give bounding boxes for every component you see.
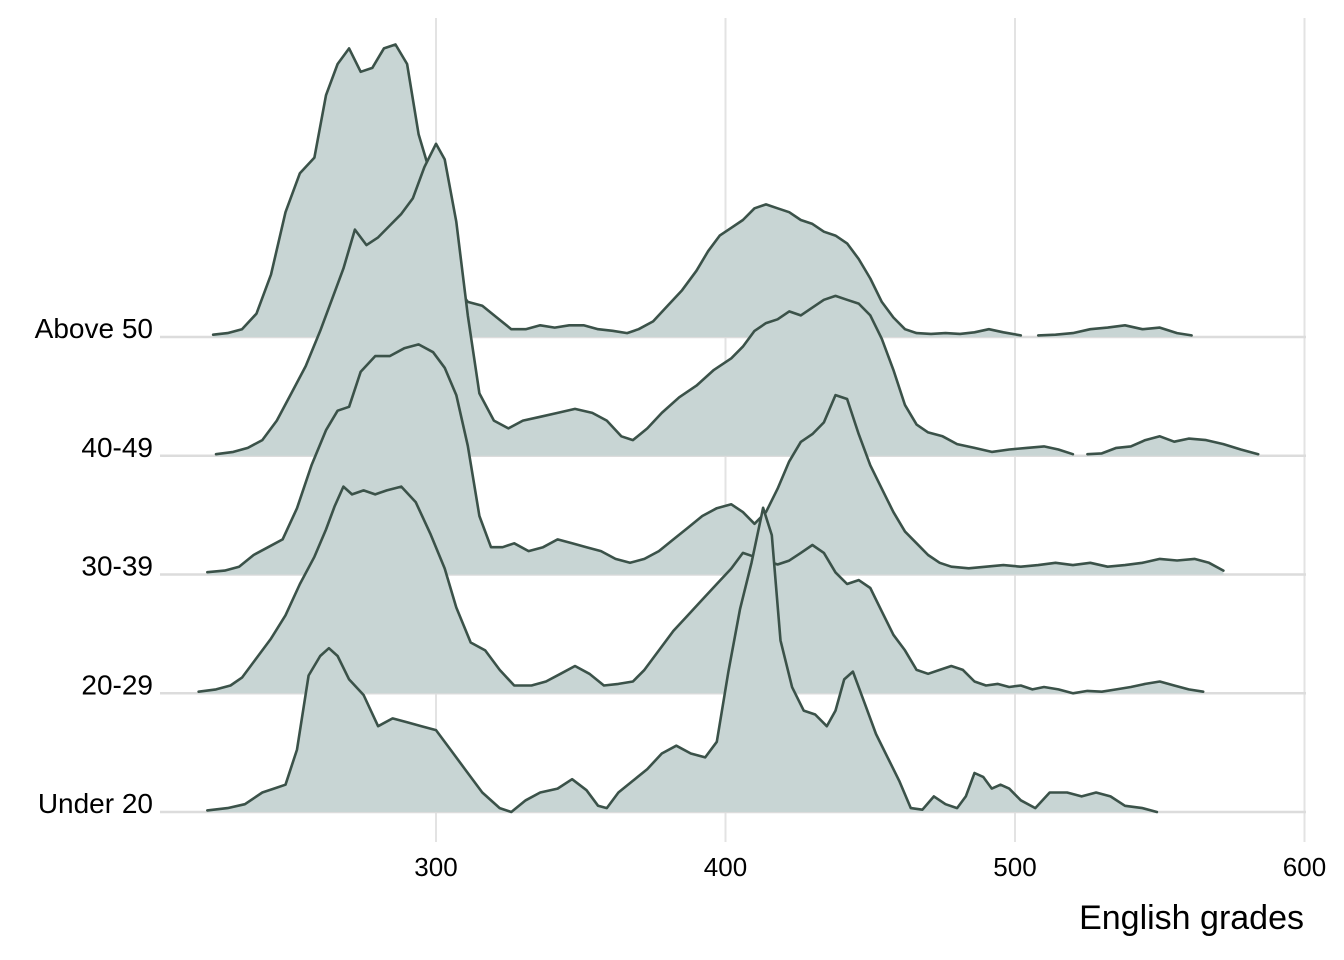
x-tick-label-400: 400 bbox=[704, 852, 747, 882]
ridge-line-0-0 bbox=[206, 506, 1159, 814]
ridge-fill-1-0 bbox=[198, 486, 1204, 694]
ridge-fill-0-0 bbox=[207, 507, 1157, 812]
category-label-4: Above 50 bbox=[35, 313, 153, 344]
ridge-line-1-0 bbox=[197, 485, 1205, 695]
ridge-1 bbox=[197, 485, 1205, 695]
ridge-fill-3-1 bbox=[1087, 436, 1259, 456]
ridges bbox=[197, 43, 1260, 814]
x-tick-label-300: 300 bbox=[414, 852, 457, 882]
ridge-line-4-0 bbox=[211, 43, 1023, 337]
x-tick-label-500: 500 bbox=[993, 852, 1036, 882]
category-labels: Under 20 20-29 30-39 40-49 Above 50 bbox=[35, 313, 153, 819]
category-label-2: 30-39 bbox=[81, 551, 153, 582]
category-label-1: 20-29 bbox=[81, 669, 153, 700]
ridge-line-3-0 bbox=[214, 142, 1075, 456]
category-label-0: Under 20 bbox=[38, 788, 153, 819]
x-tick-label-600: 600 bbox=[1283, 852, 1326, 882]
ridge-2 bbox=[206, 343, 1225, 575]
category-label-3: 40-49 bbox=[81, 432, 153, 463]
ridge-line-4-1 bbox=[1036, 324, 1193, 337]
ridge-0 bbox=[206, 506, 1159, 814]
ridge-fill-2-0 bbox=[207, 344, 1224, 575]
x-axis-title: English grades bbox=[1079, 899, 1304, 937]
ridge-line-2-0 bbox=[206, 343, 1225, 574]
ridge-line-3-1 bbox=[1086, 435, 1260, 456]
x-axis-tick-labels: 300 400 500 600 bbox=[414, 852, 1326, 882]
